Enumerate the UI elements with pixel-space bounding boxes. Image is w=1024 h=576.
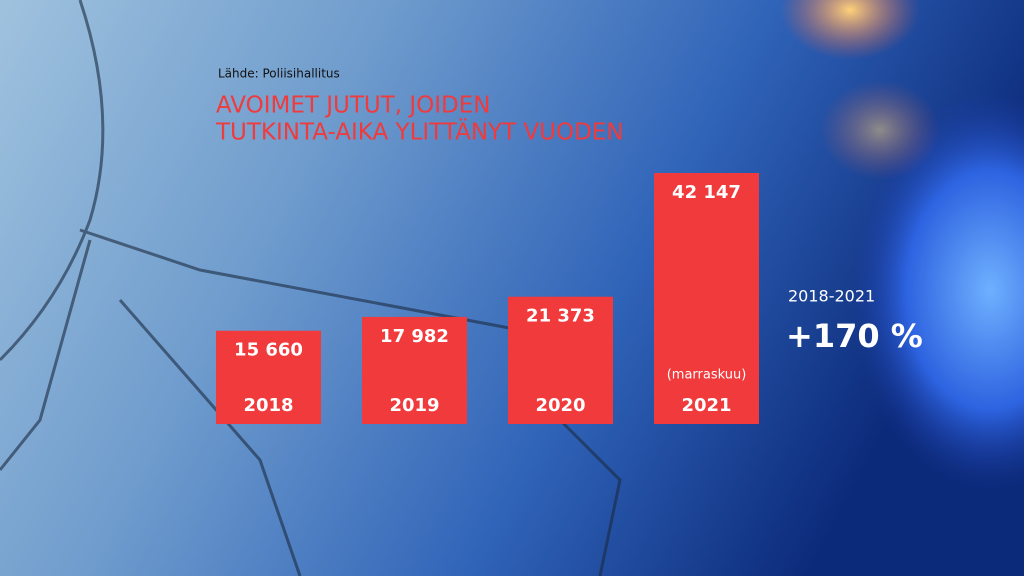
category-label: 2020 — [535, 395, 585, 416]
light-glow — [780, 0, 920, 60]
category-label: 2021 — [681, 395, 731, 416]
bar — [216, 330, 321, 424]
police-light — [850, 90, 1024, 490]
chart-title: TUTKINTA-AIKA YLITTÄNYT VUODEN — [215, 118, 624, 146]
source: Lähde: Poliisihallitus — [218, 67, 340, 81]
category-label: 2018 — [243, 395, 293, 416]
glass-cracks — [0, 0, 622, 576]
bar — [508, 296, 613, 424]
value-label: 15 660 — [234, 340, 303, 361]
value-label: 17 982 — [380, 326, 449, 347]
bar — [654, 173, 759, 424]
bar-note: (marraskuu) — [667, 368, 747, 383]
value-label: 21 373 — [526, 306, 595, 327]
change-label: +170 % — [786, 317, 923, 355]
category-label: 2019 — [389, 395, 439, 416]
change-period: 2018-2021 — [788, 287, 875, 306]
value-label: 42 147 — [672, 182, 741, 203]
light-glow — [820, 80, 940, 180]
chart-title: AVOIMET JUTUT, JOIDEN — [216, 93, 491, 119]
bar — [362, 316, 467, 424]
